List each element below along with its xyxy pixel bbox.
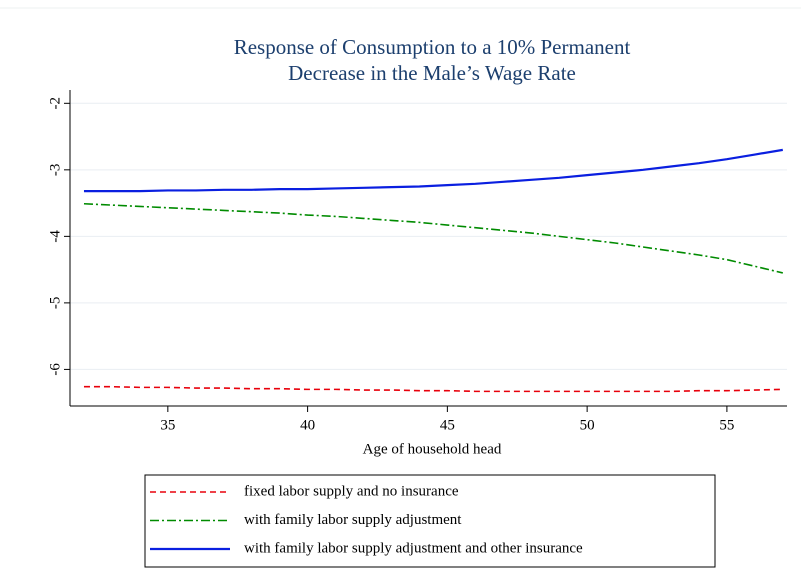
x-tick-label: 45 — [440, 417, 455, 433]
x-tick-label: 50 — [580, 417, 595, 433]
x-axis-label: Age of household head — [363, 441, 502, 457]
y-tick-label: -4 — [47, 230, 63, 243]
chart-title: Response of Consumption to a 10% Permane… — [234, 35, 631, 59]
legend-box — [144, 474, 716, 568]
data-line — [83, 202, 783, 274]
y-tick-label: -6 — [47, 363, 63, 376]
y-tick-label: -3 — [47, 164, 63, 177]
x-tick-label: 55 — [719, 417, 734, 433]
y-tick-label: -2 — [47, 97, 63, 110]
data-line — [83, 148, 783, 193]
data-line — [83, 385, 783, 393]
chart-title: Decrease in the Male’s Wage Rate — [288, 61, 576, 85]
legend-label: with family labor supply adjustment — [244, 512, 462, 528]
y-tick-label: -5 — [47, 297, 63, 310]
legend-label: with family labor supply adjustment and … — [244, 540, 583, 556]
x-tick-label: 35 — [160, 417, 175, 433]
legend-label: fixed labor supply and no insurance — [244, 483, 459, 499]
x-tick-label: 40 — [300, 417, 315, 433]
